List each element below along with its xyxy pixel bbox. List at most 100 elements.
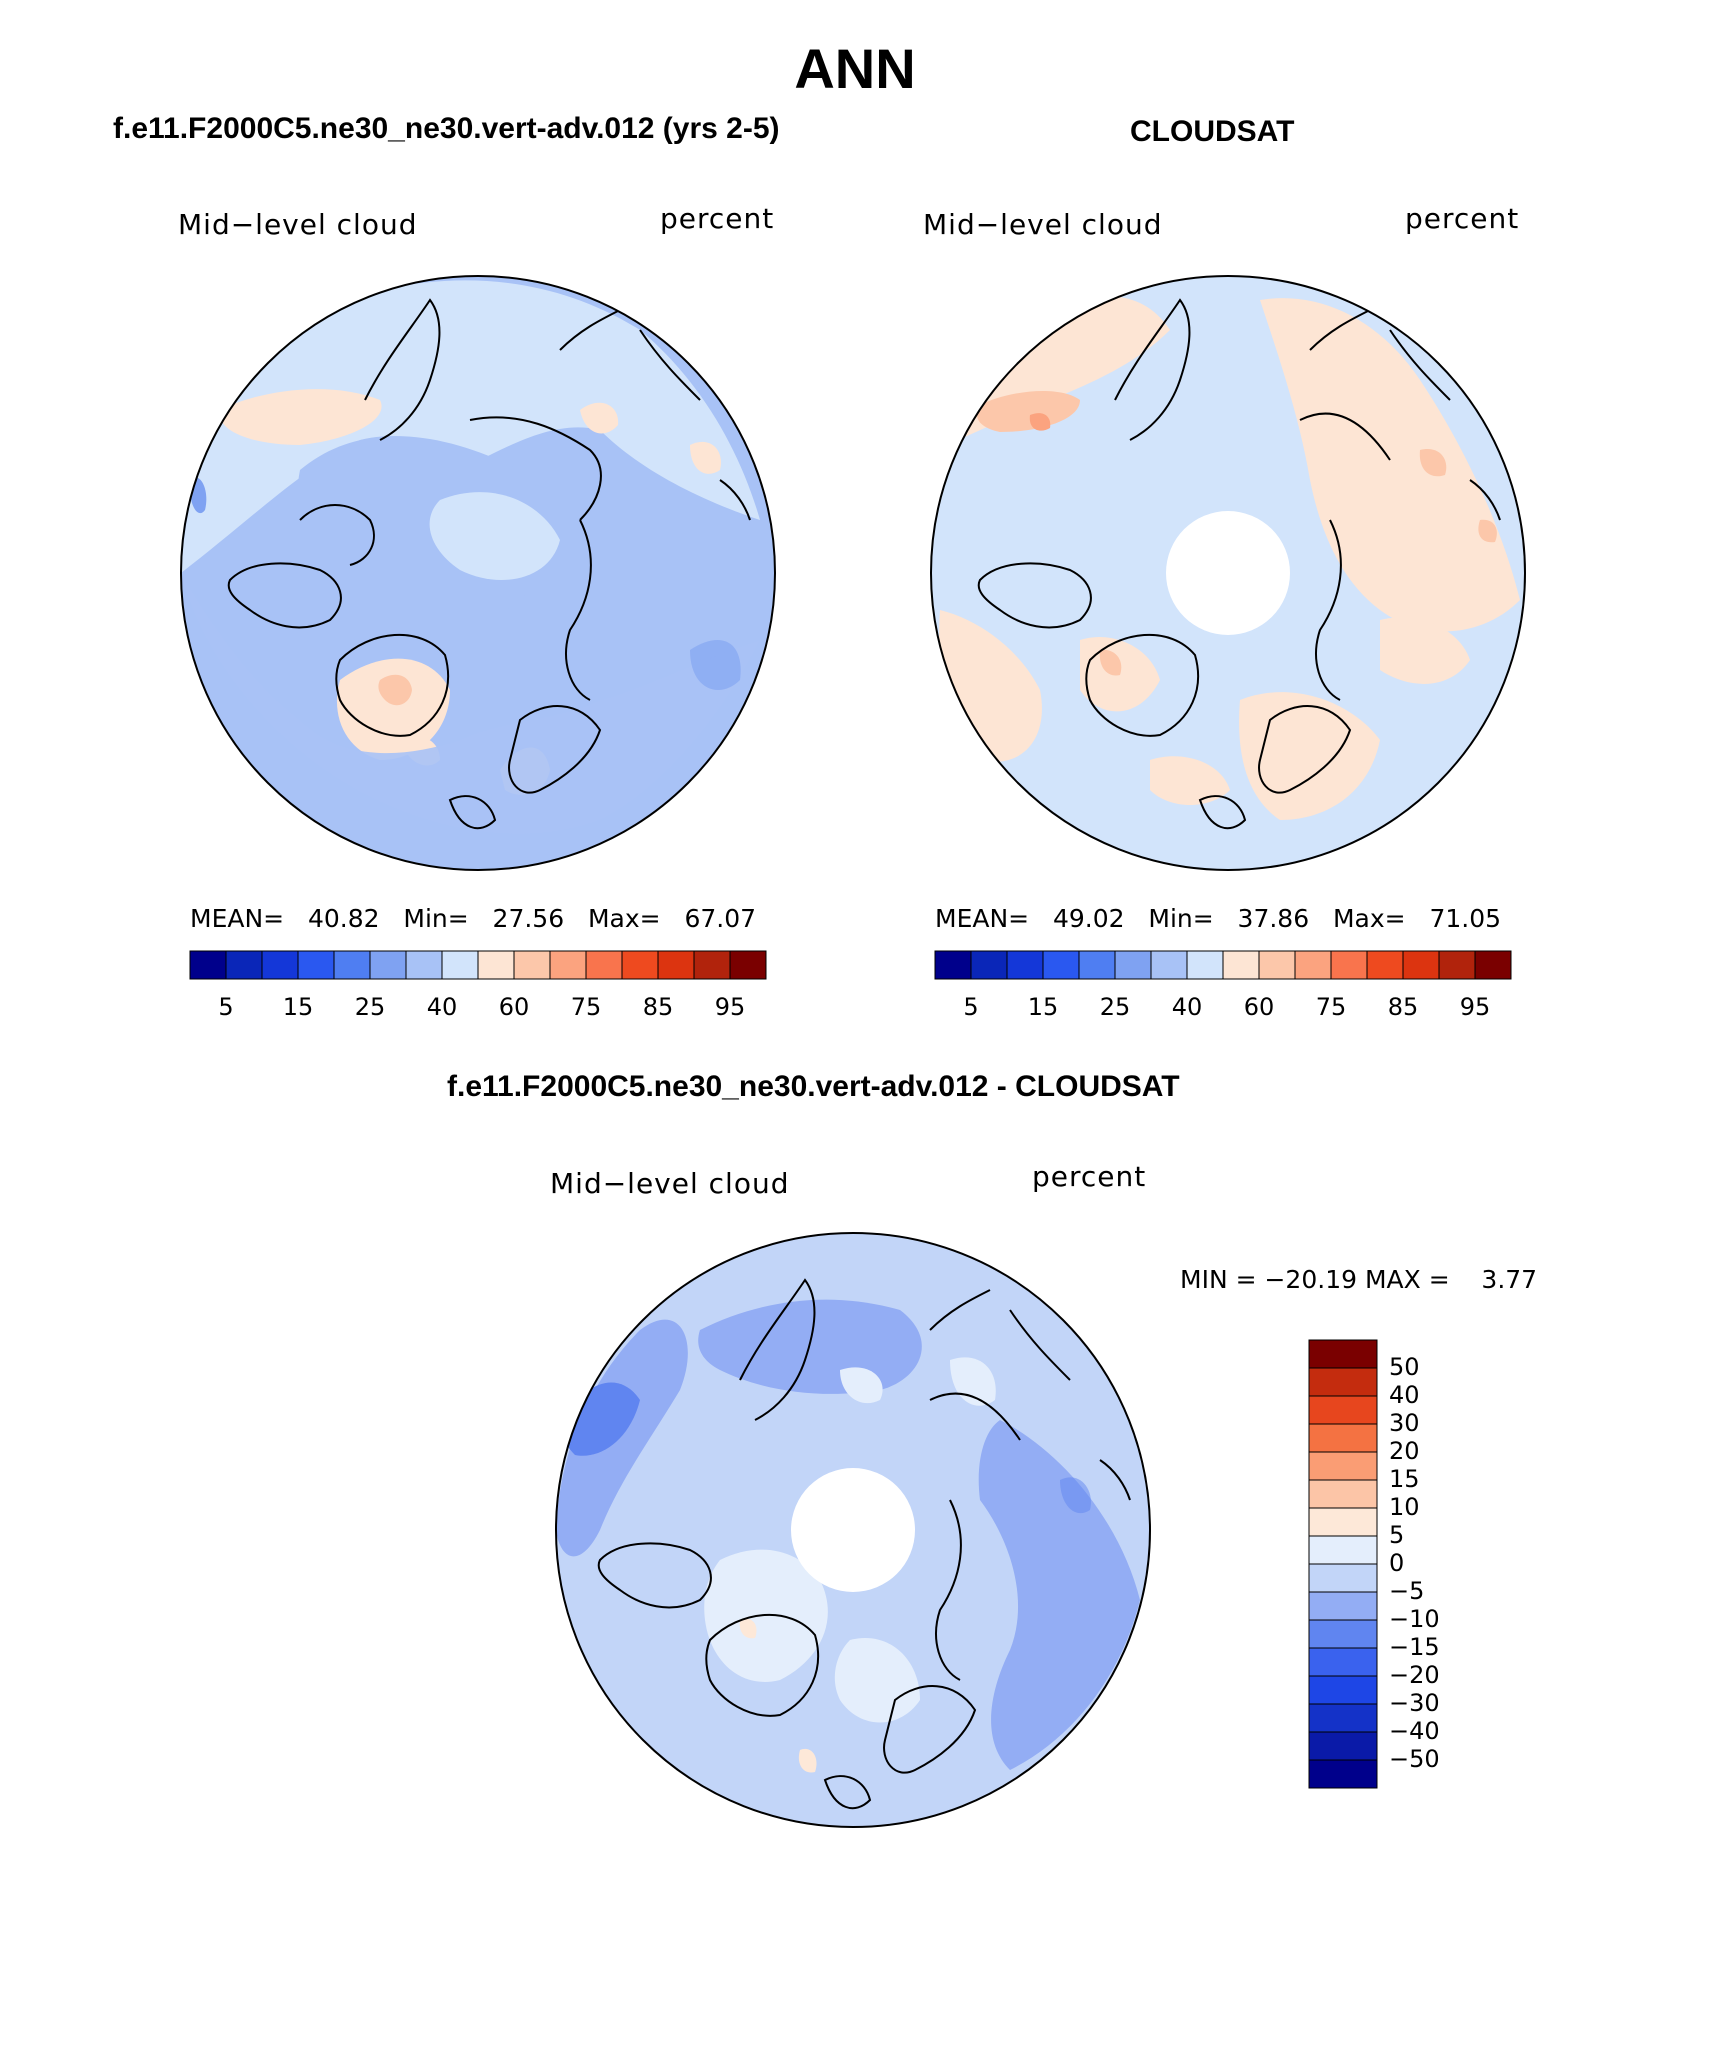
model-min-label: Min= [403,904,469,933]
model-colorbar-tick: 40 [426,993,458,1021]
diff-region-west [556,1319,688,1557]
model-colorbar-cell [693,950,731,980]
diff-colorbar-cell [1308,1535,1378,1565]
obs-max-value: 71.05 [1429,904,1502,933]
obs-map [931,276,1525,870]
model-colorbar-tick: 60 [498,993,530,1021]
diff-colorbar-tick: 0 [1389,1549,1405,1577]
model-mean-label: MEAN= [190,904,285,933]
obs-colorbar-cell [970,950,1008,980]
diff-colorbar-tick: −10 [1389,1605,1440,1633]
model-panel-heading: f.e11.F2000C5.ne30_ne30.vert-adv.012 (yr… [113,112,780,145]
model-colorbar-cell [729,950,767,980]
model-max-label: Max= [587,904,661,933]
diff-map [556,1233,1150,1827]
diff-colorbar-tick: 15 [1389,1465,1420,1493]
obs-colorbar-tick: 15 [1027,993,1059,1021]
main-title: ANN [794,37,916,100]
diff-colorbar-cell [1308,1759,1378,1789]
model-colorbar-cell [585,950,623,980]
diff-panel-heading: f.e11.F2000C5.ne30_ne30.vert-adv.012 - C… [447,1070,1180,1103]
model-colorbar-tick: 95 [714,993,746,1021]
diff-colorbar-cell [1308,1619,1378,1649]
diff-colorbar [1308,1339,1378,1789]
obs-colorbar-cell [934,950,972,980]
obs-panel-heading: CLOUDSAT [1130,115,1295,148]
model-colorbar-cell [297,950,335,980]
model-colorbar-cell [225,950,263,980]
obs-colorbar-cell [1078,950,1116,980]
diff-colorbar-tick: −5 [1389,1577,1425,1605]
diff-colorbar-cell [1308,1703,1378,1733]
model-mean-value: 40.82 [307,904,380,933]
diff-colorbar-tick: −40 [1389,1717,1440,1745]
obs-colorbar-cell [1114,950,1152,980]
diff-colorbar-tick: 40 [1389,1381,1420,1409]
obs-units-label: percent [1405,202,1520,235]
obs-colorbar-cell [1402,950,1440,980]
obs-colorbar [934,950,1512,980]
obs-colorbar-cell [1294,950,1332,980]
obs-colorbar-cell [1258,950,1296,980]
obs-stats: MEAN= 49.02 Min= 37.86 Max= 71.05 [935,904,1501,933]
obs-map-border [930,275,1526,871]
model-colorbar-cell [405,950,443,980]
model-colorbar-cell [621,950,659,980]
model-colorbar-cell [513,950,551,980]
diff-region-east [978,1420,1140,1770]
obs-warm-region-east [1260,298,1520,632]
diff-colorbar-cell [1308,1339,1378,1369]
model-units-label: percent [660,202,775,235]
model-colorbar-cell [477,950,515,980]
diff-map-border [555,1232,1151,1828]
obs-colorbar-tick: 25 [1099,993,1131,1021]
diff-missing-pole [791,1468,915,1592]
model-colorbar-tick: 25 [354,993,386,1021]
model-colorbar [189,950,767,980]
diff-colorbar-cell [1308,1451,1378,1481]
diff-colorbar-tick: −50 [1389,1745,1440,1773]
diff-colorbar-tick: 20 [1389,1437,1420,1465]
diff-variable-label: Mid−level cloud [550,1167,790,1200]
diff-colorbar-tick: −15 [1389,1633,1440,1661]
model-colorbar-cell [189,950,227,980]
model-colorbar-tick: 5 [218,993,234,1021]
diff-colorbar-cell [1308,1647,1378,1677]
obs-colorbar-tick: 85 [1387,993,1419,1021]
diff-colorbar-tick: −20 [1389,1661,1440,1689]
model-colorbar-cell [369,950,407,980]
model-map [181,276,775,870]
obs-colorbar-cell [1006,950,1044,980]
diff-colorbar-cell [1308,1367,1378,1397]
model-colorbar-cell [657,950,695,980]
diff-colorbar-cell [1308,1591,1378,1621]
obs-colorbar-tick: 95 [1459,993,1491,1021]
diff-colorbar-tick: 50 [1389,1353,1420,1381]
obs-colorbar-tick: 60 [1243,993,1275,1021]
model-warm-patch-1 [219,389,382,445]
obs-max-label: Max= [1332,904,1406,933]
obs-colorbar-cell [1366,950,1404,980]
model-warm-patch-greenland [336,658,450,760]
obs-colorbar-tick: 40 [1171,993,1203,1021]
model-coastlines [227,298,751,830]
obs-colorbar-tick: 5 [963,993,979,1021]
model-colorbar-cell [549,950,587,980]
obs-colorbar-cell [1438,950,1476,980]
diff-colorbar-cell [1308,1395,1378,1425]
obs-missing-pole [1166,511,1290,635]
diff-colorbar-cell [1308,1507,1378,1537]
diff-colorbar-tick: 5 [1389,1521,1405,1549]
diff-colorbar-cell [1308,1675,1378,1705]
obs-colorbar-cell [1042,950,1080,980]
model-colorbar-tick: 85 [642,993,674,1021]
obs-mean-value: 49.02 [1052,904,1125,933]
model-stats: MEAN= 40.82 Min= 27.56 Max= 67.07 [190,904,756,933]
diff-colorbar-tick: 30 [1389,1409,1420,1437]
diff-colorbar-cell [1308,1563,1378,1593]
diff-colorbar-cell [1308,1731,1378,1761]
diff-minmax: MIN = −20.19 MAX = 3.77 [1180,1265,1538,1294]
model-min-value: 27.56 [492,904,565,933]
diff-colorbar-cell [1308,1479,1378,1509]
